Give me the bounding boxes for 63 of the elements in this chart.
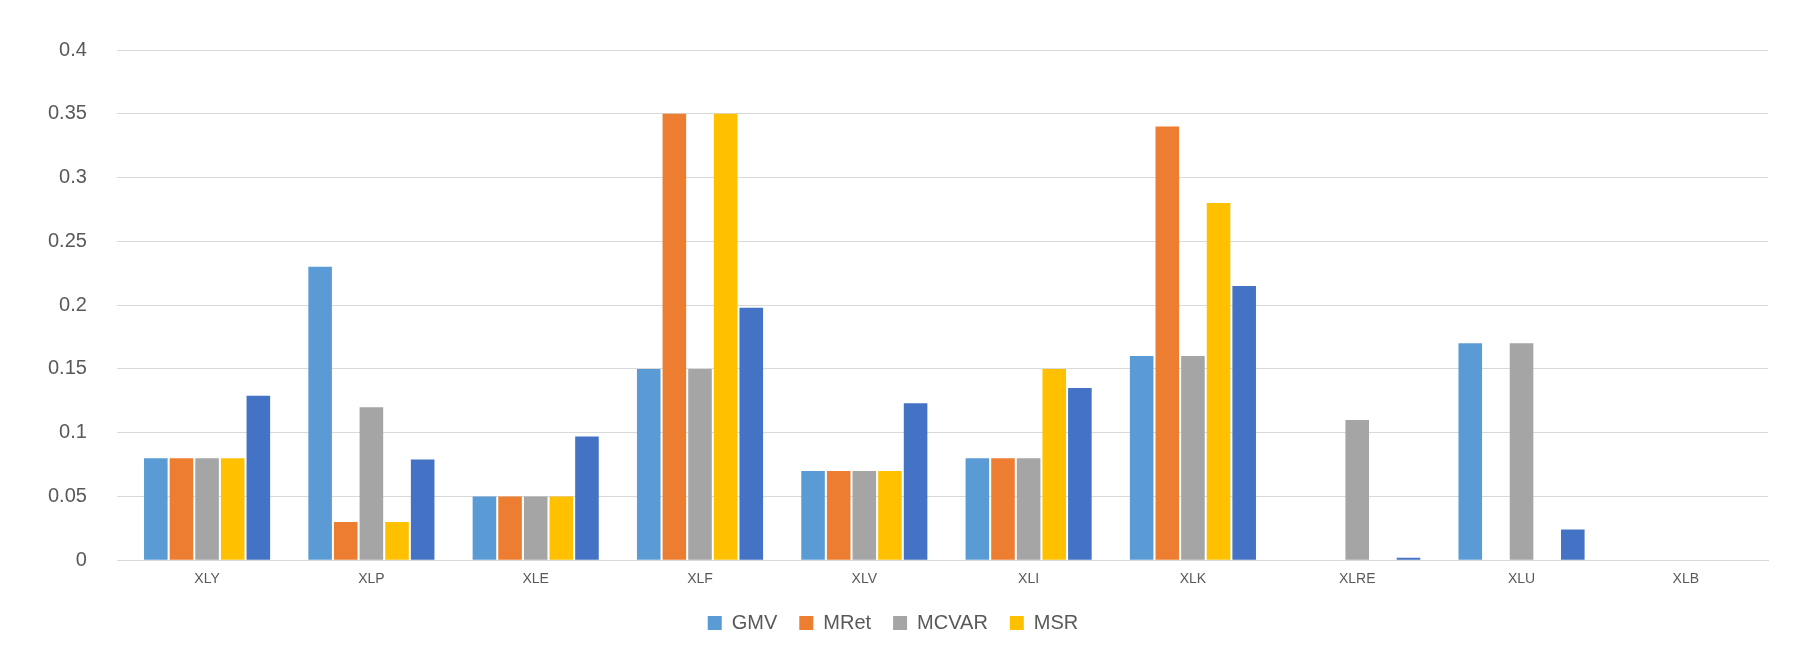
- y-tick-label: 0.05: [47, 483, 87, 506]
- bar: [246, 395, 271, 560]
- bar: [1396, 557, 1421, 560]
- bar: [1206, 203, 1231, 560]
- bar: [1068, 388, 1092, 560]
- bar: [195, 458, 219, 560]
- bar: [523, 496, 548, 560]
- bar: [1129, 356, 1154, 560]
- bar: [688, 368, 712, 560]
- y-tick-label: 0.1: [59, 420, 87, 443]
- y-tick-label: 0.3: [59, 165, 87, 188]
- bar: [385, 521, 409, 560]
- x-tick-label: XLRE: [1338, 570, 1376, 587]
- bar: [801, 470, 825, 560]
- bar: [472, 496, 497, 560]
- bar: [1561, 529, 1585, 560]
- bar: [308, 266, 332, 560]
- x-tick-label: XLU: [1507, 570, 1536, 587]
- bar: [410, 459, 435, 560]
- y-tick-label: 0.25: [47, 228, 87, 251]
- bar: [220, 458, 245, 560]
- bar: [575, 436, 599, 560]
- bar: [1232, 285, 1256, 560]
- y-tick-label: 0.15: [47, 356, 87, 379]
- y-tick-label: 0.2: [59, 292, 87, 315]
- bar: [333, 521, 358, 560]
- legend-label: GMV: [731, 610, 778, 633]
- bar: [1181, 356, 1205, 560]
- x-tick-label: XLP: [358, 570, 385, 587]
- bar: [826, 470, 851, 560]
- bar: [878, 470, 902, 560]
- bar: [1509, 343, 1534, 560]
- y-tick-label: 0: [75, 547, 87, 570]
- x-tick-label: XLY: [194, 570, 221, 587]
- y-tick-label: 0.4: [59, 37, 87, 60]
- bar: [852, 470, 877, 560]
- x-tick-label: XLK: [1179, 570, 1207, 587]
- bar: [662, 113, 687, 560]
- x-tick-label: XLB: [1672, 570, 1700, 587]
- legend-label: MRet: [823, 610, 872, 633]
- x-tick-label: XLE: [522, 570, 549, 587]
- bar: [1458, 343, 1483, 560]
- bar: [1345, 419, 1370, 560]
- bar: [359, 407, 384, 560]
- bar: [144, 458, 168, 560]
- y-tick-label: 0.35: [47, 101, 87, 124]
- x-tick-label: XLV: [851, 570, 878, 587]
- bar: [903, 403, 928, 560]
- bar: [739, 307, 764, 560]
- x-tick-label: XLI: [1018, 570, 1040, 587]
- x-tick-label: XLF: [687, 570, 713, 587]
- bar: [1155, 126, 1180, 560]
- bar: [549, 496, 574, 560]
- bar: [713, 113, 738, 560]
- bar: [498, 496, 522, 560]
- bar: [1016, 458, 1041, 560]
- bar: [991, 458, 1015, 560]
- legend-label: MCVAR: [917, 610, 988, 633]
- legend-label: MSR: [1033, 610, 1079, 633]
- bar: [169, 458, 194, 560]
- bar: [965, 458, 990, 560]
- bar: [636, 368, 661, 560]
- bar: [1042, 368, 1067, 560]
